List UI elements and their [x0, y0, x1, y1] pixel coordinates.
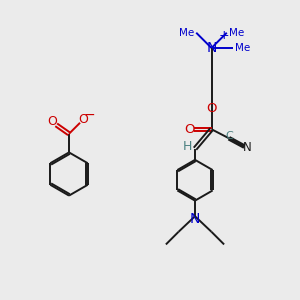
- Text: H: H: [183, 140, 192, 153]
- Text: O: O: [206, 102, 217, 115]
- Text: N: N: [206, 41, 217, 55]
- Text: C: C: [225, 131, 233, 141]
- Text: −: −: [84, 107, 95, 122]
- Text: Me: Me: [229, 28, 244, 38]
- Text: O: O: [47, 116, 57, 128]
- Text: N: N: [190, 212, 200, 226]
- Text: O: O: [184, 123, 195, 136]
- Text: Me: Me: [236, 43, 251, 53]
- Text: Me: Me: [178, 28, 194, 38]
- Text: N: N: [243, 141, 252, 154]
- Text: O: O: [78, 113, 88, 126]
- Text: +: +: [219, 29, 230, 42]
